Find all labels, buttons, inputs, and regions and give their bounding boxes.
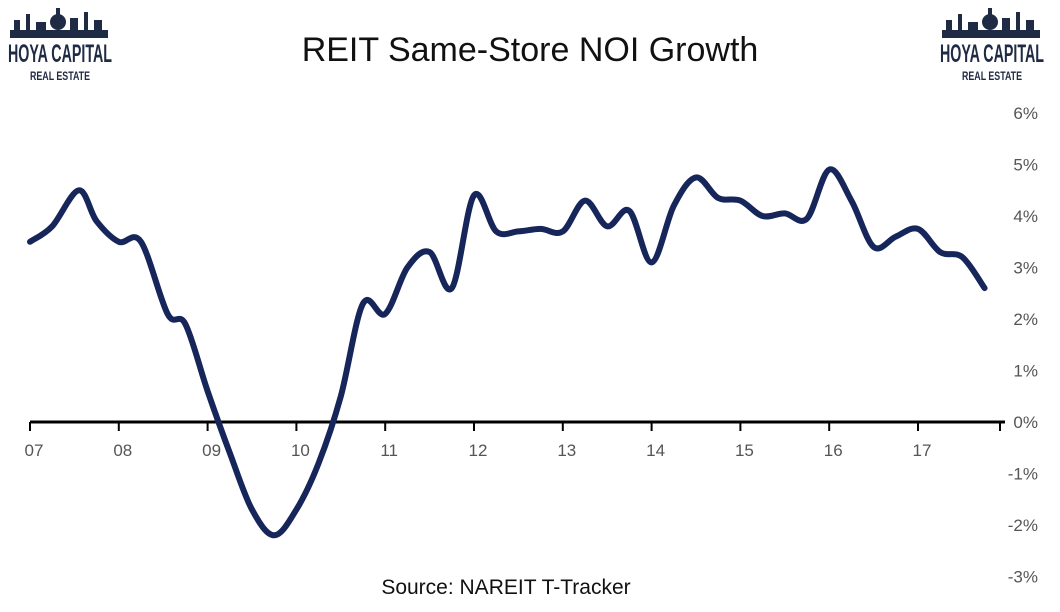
x-axis: 07 08 09 10 11 12 13 14 15 16 17: [25, 420, 1005, 460]
brand-name-line1-left: HOYA CAPITAL: [8, 40, 112, 68]
x-tick-label: 07: [25, 441, 44, 460]
series-layer: [27, 166, 988, 539]
skyline-icon: [942, 8, 1040, 38]
brand-logo-right: HOYA CAPITAL REAL ESTATE: [940, 8, 1044, 83]
brand-name-line2-right: REAL ESTATE: [962, 69, 1022, 83]
x-tick-label: 12: [469, 441, 488, 460]
brand-logo-left: HOYA CAPITAL REAL ESTATE: [8, 8, 112, 83]
chart-source: Source: NAREIT T-Tracker: [381, 576, 630, 599]
y-tick-label: 5%: [1013, 156, 1038, 175]
y-tick-label: 3%: [1013, 259, 1038, 278]
y-tick-label: 4%: [1013, 207, 1038, 226]
y-tick-label: -2%: [1008, 516, 1038, 535]
skyline-icon: [10, 8, 108, 38]
x-tick-label: 09: [202, 441, 221, 460]
x-tick-label: 11: [380, 441, 398, 460]
x-tick-label: 10: [291, 441, 310, 460]
y-tick-label: -3%: [1008, 568, 1038, 587]
x-tick-label: 13: [557, 441, 576, 460]
x-tick-label: 17: [913, 441, 932, 460]
y-tick-label: 2%: [1013, 310, 1038, 329]
y-axis: 6% 5% 4% 3% 2% 1% 0% -1% -2% -3%: [1008, 104, 1038, 587]
x-tick-label: 16: [824, 441, 843, 460]
x-tick-label: 08: [113, 441, 132, 460]
chart-title: REIT Same-Store NOI Growth: [302, 31, 759, 69]
brand-name-line2-left: REAL ESTATE: [30, 69, 90, 83]
y-tick-label: 1%: [1013, 362, 1038, 381]
y-tick-label: 0%: [1013, 413, 1038, 432]
y-tick-label: 6%: [1013, 104, 1038, 123]
y-tick-label: -1%: [1008, 465, 1038, 484]
x-tick-label: 15: [735, 441, 754, 460]
series-line: [27, 166, 988, 539]
brand-name-line1-right: HOYA CAPITAL: [940, 40, 1044, 68]
x-tick-label: 14: [646, 441, 665, 460]
